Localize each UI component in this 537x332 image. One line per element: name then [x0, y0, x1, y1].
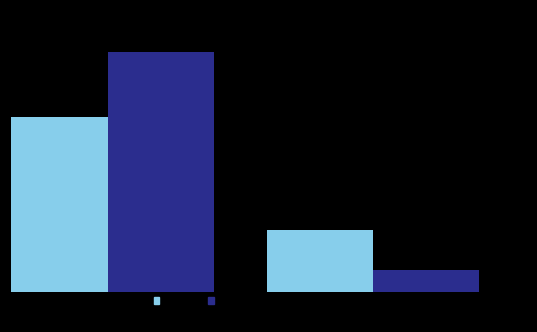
Bar — [373, 270, 479, 292]
Bar — [2, 117, 108, 292]
Legend: Pre-test, Post-test: Pre-test, Post-test — [150, 292, 264, 310]
Bar — [267, 230, 373, 292]
Bar — [108, 52, 214, 292]
